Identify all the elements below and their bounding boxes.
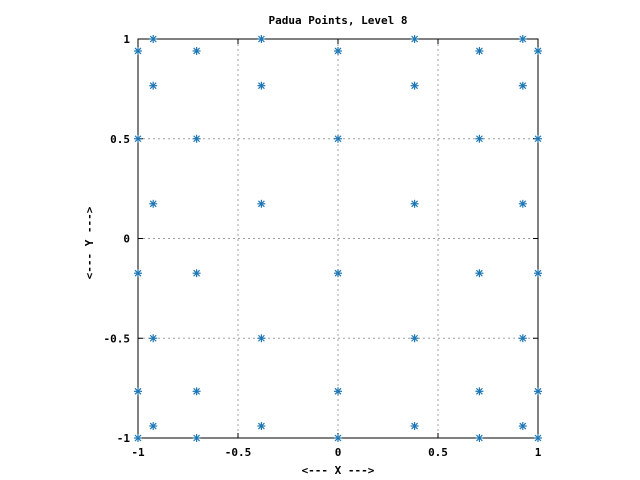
data-point [518, 35, 527, 43]
data-point [134, 134, 142, 143]
data-point [518, 422, 527, 431]
data-point [257, 422, 266, 431]
data-point [257, 199, 266, 208]
data-point [534, 134, 542, 143]
data-point [149, 422, 158, 431]
data-point [134, 387, 142, 396]
data-point [149, 35, 158, 43]
data-point [134, 46, 142, 55]
data-point [534, 269, 542, 278]
grid-lines [138, 39, 538, 438]
x-axis-label: <--- X ---> [302, 464, 375, 477]
data-point [257, 35, 266, 43]
y-axis-label: <--- Y ---> [83, 206, 96, 279]
x-tick-label: 1 [535, 446, 542, 459]
data-point [257, 81, 266, 90]
data-point [410, 199, 419, 208]
x-tick-label: 0.5 [428, 446, 448, 459]
data-point [475, 269, 484, 278]
data-point [149, 81, 158, 90]
y-tick-label: 1 [123, 33, 130, 46]
x-tick-label: -0.5 [225, 446, 252, 459]
data-point [334, 134, 342, 143]
data-point [475, 134, 484, 143]
data-point [534, 46, 542, 55]
y-tick-label: -0.5 [104, 332, 131, 345]
data-point [149, 199, 158, 208]
data-point [334, 269, 342, 278]
y-axis-tick-labels: -1 -0.5 0 0.5 1 [104, 33, 131, 445]
data-point [475, 434, 484, 442]
data-point [534, 387, 542, 396]
data-point [192, 46, 201, 55]
data-point [518, 81, 527, 90]
data-point [257, 334, 266, 343]
data-point [134, 269, 142, 278]
chart-title: Padua Points, Level 8 [268, 14, 407, 27]
y-tick-label: 0.5 [110, 133, 130, 146]
data-point [149, 334, 158, 343]
data-point [534, 434, 542, 442]
data-point [410, 334, 419, 343]
data-point [410, 81, 419, 90]
data-point [518, 334, 527, 343]
data-point [192, 134, 201, 143]
x-tick-label: -1 [131, 446, 145, 459]
data-point [334, 46, 342, 55]
data-point [410, 422, 419, 431]
data-point [334, 387, 342, 396]
x-axis-tick-labels: -1 -0.5 0 0.5 1 [131, 446, 541, 459]
data-point [192, 434, 201, 442]
data-point [475, 46, 484, 55]
data-point [134, 434, 142, 442]
y-tick-label: 0 [123, 233, 130, 246]
data-point [192, 269, 201, 278]
data-point [192, 387, 201, 396]
data-points [134, 35, 542, 442]
data-point [518, 199, 527, 208]
y-tick-label: -1 [117, 432, 131, 445]
data-point [334, 434, 342, 442]
data-point [410, 35, 419, 43]
data-point [475, 387, 484, 396]
x-tick-label: 0 [335, 446, 342, 459]
